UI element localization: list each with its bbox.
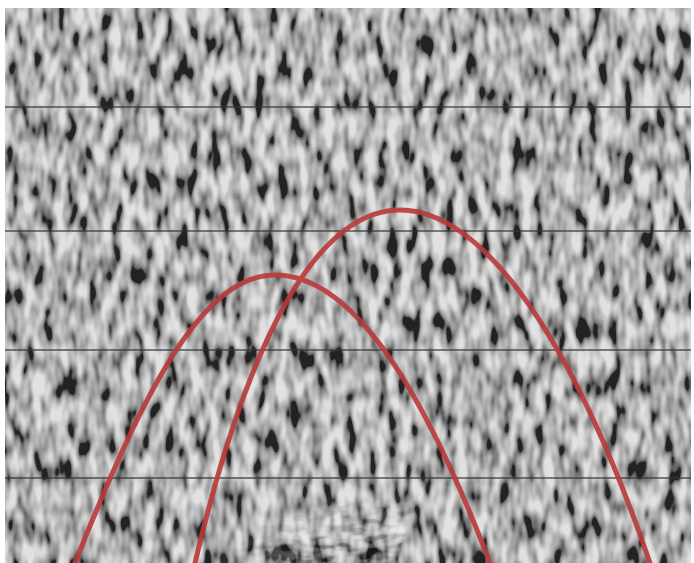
radargram xyxy=(0,0,694,563)
page xyxy=(0,0,694,563)
